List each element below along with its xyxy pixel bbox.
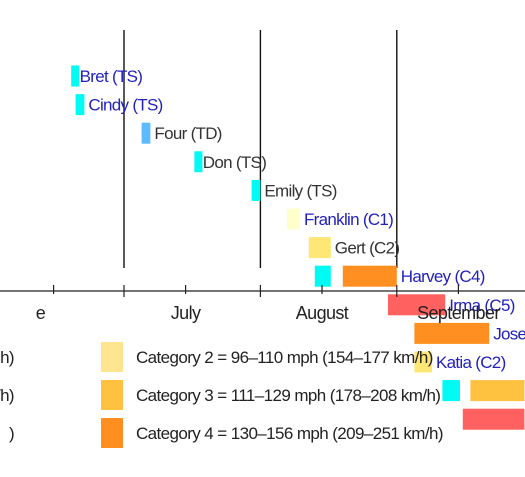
legend-swatch-c4 <box>101 418 123 448</box>
storm-bar-cindy <box>75 94 85 116</box>
storm-label-emily: Emily (TS) <box>264 181 336 200</box>
storm-label-gert: Gert (C2) <box>335 239 400 258</box>
storm-bar-bret <box>71 65 80 87</box>
storm-bar-maria <box>462 408 525 430</box>
storm-label-jose: Jose (C4) <box>493 324 525 343</box>
storm-bar-irma <box>388 294 446 316</box>
storm-bar-lee-segment-1 <box>442 380 460 402</box>
legend-swatch-c2 <box>101 342 123 372</box>
storm-label-irma: Irma (C5) <box>449 296 515 315</box>
legend-fragment-3: ) <box>9 424 14 443</box>
storm-bar-four <box>141 122 151 144</box>
storm-bar-lee <box>470 380 525 402</box>
storm-label-harvey: Harvey (C4) <box>401 267 485 286</box>
storm-label-four: Four (TD) <box>154 124 221 143</box>
legend: Category 2 = 96–110 mph (154–177 km/h) Ca… <box>0 342 444 448</box>
month-gridlines <box>123 30 398 268</box>
storm-label-katia: Katia (C2) <box>436 353 506 372</box>
month-label-june: e <box>36 303 46 323</box>
month-labels: eJulyAugustSeptemberOct <box>36 303 501 323</box>
legend-label-c3: Category 3 = 111–129 mph (178–208 km/h) <box>136 386 440 405</box>
storm-bar-harvey <box>342 265 397 287</box>
time-axis-ticks <box>52 285 459 297</box>
storm-bar-don <box>194 151 203 173</box>
month-label-september: September <box>417 303 500 323</box>
storm-bar-jose <box>414 322 490 344</box>
storm-labels: Bret (TS) Cindy (TS) Four (TD) Don (TS) Emil… <box>80 67 525 372</box>
month-label-july: July <box>171 303 201 323</box>
storm-label-franklin: Franklin (C1) <box>304 210 393 229</box>
legend-label-c2: Category 2 = 96–110 mph (154–177 km/h) <box>136 348 433 367</box>
storm-label-cindy: Cindy (TS) <box>88 96 162 115</box>
legend-fragment-2: n/h) <box>0 386 14 405</box>
storm-bars <box>71 65 525 430</box>
storm-bar-harvey-segment-1 <box>314 265 331 287</box>
legend-label-c4: Category 4 = 130–156 mph (209–251 km/h) <box>136 424 443 443</box>
storm-bar-emily <box>251 179 261 201</box>
month-label-august: August <box>296 303 349 323</box>
storm-bar-katia <box>414 351 432 373</box>
storm-label-don: Don (TS) <box>203 153 266 172</box>
storm-label-bret: Bret (TS) <box>80 67 143 86</box>
storm-bar-gert <box>308 237 331 259</box>
legend-fragment-1: h) <box>0 348 14 367</box>
storm-bar-franklin <box>286 208 300 230</box>
legend-swatch-c3 <box>101 380 123 410</box>
